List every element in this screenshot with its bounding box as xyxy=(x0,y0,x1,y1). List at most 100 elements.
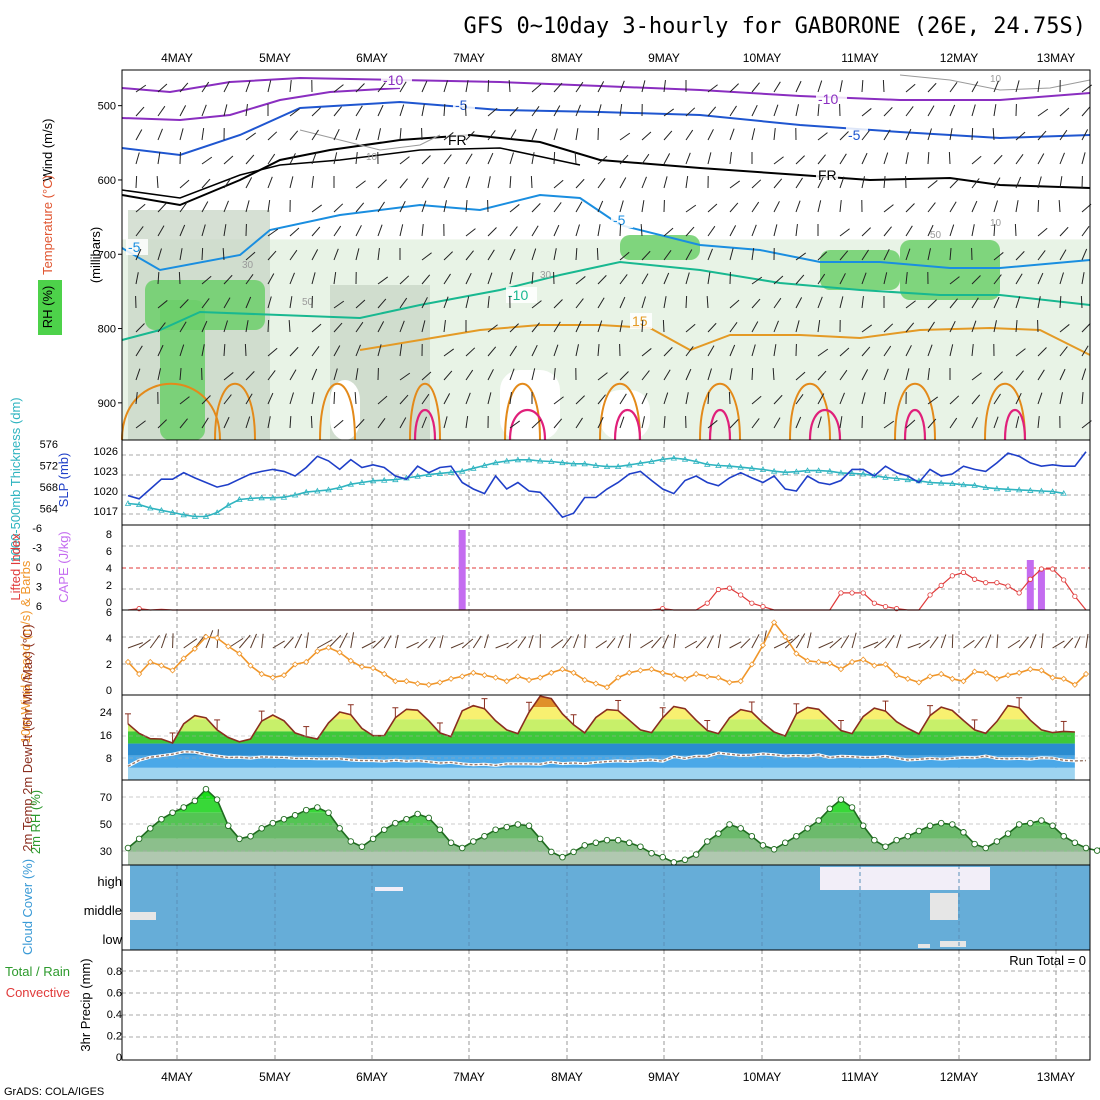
thickness-point xyxy=(1027,487,1034,493)
wind-barb xyxy=(421,200,427,213)
rh-2m-point xyxy=(793,832,800,840)
wind-barb xyxy=(971,320,977,333)
lifted-index-point xyxy=(715,586,721,593)
wind-speed-point xyxy=(860,656,867,663)
rh-contour-label: 30 xyxy=(242,260,254,271)
wind-barb xyxy=(1081,392,1084,405)
rh-2m-point xyxy=(971,840,978,848)
wind-barb xyxy=(1037,369,1045,381)
wind-barb xyxy=(399,200,406,213)
wind-speed-point xyxy=(815,658,822,666)
wind-barb xyxy=(223,372,234,381)
wind-barb xyxy=(531,248,537,261)
rh-shade-moist xyxy=(160,300,205,440)
wind-barb xyxy=(487,346,497,357)
temperature-contour-label: -10 xyxy=(508,287,528,303)
wind-barb-10m xyxy=(896,634,902,649)
isotherm-fr-b xyxy=(121,147,581,199)
wind-barb xyxy=(1059,346,1068,357)
isotherm-warm-lobe xyxy=(789,382,831,441)
thickness-point xyxy=(793,468,800,475)
wind-barb xyxy=(157,300,168,309)
isotherm-warm-lobe xyxy=(409,382,441,441)
wind-speed-point xyxy=(626,669,633,676)
thickness-point xyxy=(503,457,510,464)
wind-barb xyxy=(905,322,915,333)
wind-barb xyxy=(157,152,161,165)
thickness-point xyxy=(804,467,811,473)
wind-barb xyxy=(575,320,582,333)
wind-barb xyxy=(465,176,471,189)
wind-speed-point xyxy=(447,675,455,682)
wind-barb xyxy=(267,131,278,141)
wind-speed-point xyxy=(826,660,833,667)
contour-label-bg xyxy=(446,132,468,148)
rh-2m-point xyxy=(202,785,210,793)
wind-barb xyxy=(795,80,802,93)
wind-barb xyxy=(685,176,689,189)
wind-barb xyxy=(355,105,363,117)
rh-2m-point xyxy=(1015,821,1023,828)
lifted-index-point xyxy=(1016,590,1022,596)
rh-2m-point xyxy=(759,842,767,849)
wind-barb xyxy=(575,298,584,309)
wind-barb xyxy=(795,320,800,333)
wind-barb xyxy=(531,344,538,357)
wind-barb xyxy=(135,323,145,333)
thickness-point xyxy=(982,484,989,490)
date-label-bottom: 5MAY xyxy=(259,1070,291,1084)
lifted-index-point xyxy=(738,592,744,598)
wind-barb xyxy=(267,176,273,189)
wind-barb xyxy=(905,272,908,285)
wind-barb xyxy=(179,105,187,117)
rh-2m-point xyxy=(592,839,600,847)
thickness-point xyxy=(358,479,366,485)
wind-barb xyxy=(509,272,513,285)
date-label-top: 7MAY xyxy=(453,51,485,65)
cape-tick-label: 8 xyxy=(106,529,112,541)
wind-barb xyxy=(663,227,674,237)
wind-barb xyxy=(179,418,188,429)
wind-barb xyxy=(927,396,939,405)
wind-barb xyxy=(465,272,472,285)
wind-speed-point xyxy=(236,650,243,657)
thickness-point xyxy=(893,475,900,481)
wind-barb xyxy=(817,154,826,165)
date-label-top: 6MAY xyxy=(356,51,388,65)
rh-2m-point xyxy=(392,819,399,827)
wind-barb xyxy=(179,82,189,93)
wind-barb xyxy=(839,131,849,141)
wind-barb xyxy=(883,129,891,141)
thickness-point xyxy=(147,504,154,511)
rh-band xyxy=(128,851,1090,865)
wind-barb xyxy=(135,129,143,141)
wind-barb xyxy=(377,179,387,189)
wind-barb xyxy=(751,298,761,309)
wind-barb-10m xyxy=(940,634,947,649)
wind-barb xyxy=(663,369,671,381)
temp-band xyxy=(128,731,1075,744)
wind-barb xyxy=(662,319,665,333)
wind-barb xyxy=(201,298,210,309)
wind-barb xyxy=(311,129,319,141)
isotherm-warm-lobe xyxy=(319,382,356,441)
wind-barb xyxy=(861,272,867,285)
wind-barb xyxy=(597,275,607,285)
wind-barb xyxy=(135,248,142,261)
wind-barb xyxy=(289,369,297,381)
rh-2m-point xyxy=(302,806,310,814)
rh-contour-label: 10 xyxy=(990,74,1002,85)
wind-barb xyxy=(245,416,251,429)
thickness-point xyxy=(848,470,856,476)
wind-barb xyxy=(201,320,208,333)
thickness-point xyxy=(592,462,600,468)
thickness-tick-label: 564 xyxy=(40,504,58,516)
thickness-point xyxy=(1060,489,1067,496)
wind-barb xyxy=(399,297,408,309)
cloud-cover-panel xyxy=(130,865,1090,950)
wind-barb xyxy=(201,344,205,357)
wind-barb-10m xyxy=(673,633,677,649)
ylabel-temp: 2m Temp 2m DewPt (6hr Min/Max) (°C) xyxy=(20,624,35,851)
wind-barb xyxy=(179,299,189,309)
wind-barb xyxy=(156,175,159,189)
